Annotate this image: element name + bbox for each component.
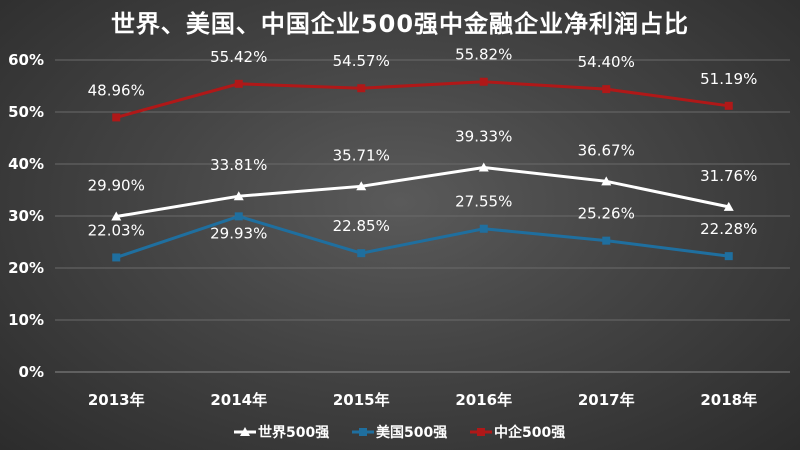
legend-item: 美国500强 <box>352 424 447 441</box>
x-tick-label: 2016年 <box>455 391 512 409</box>
legend-label: 世界500强 <box>258 424 329 441</box>
data-point <box>601 176 612 186</box>
y-tick-label: 60% <box>8 51 44 69</box>
legend-label: 美国500强 <box>376 424 447 441</box>
x-tick-label: 2013年 <box>88 391 145 409</box>
data-point <box>356 181 367 191</box>
series-line <box>115 214 729 259</box>
chart-title: 世界、美国、中国企业500强中金融企业净利润占比 <box>110 10 690 38</box>
series-0 <box>111 162 734 221</box>
data-label: 33.81% <box>210 156 267 174</box>
data-label: 22.03% <box>88 221 145 239</box>
data-label: 22.28% <box>700 220 757 238</box>
data-label: 25.26% <box>578 205 635 223</box>
data-label: 27.55% <box>455 193 512 211</box>
legend-marker <box>359 428 367 436</box>
data-label: 55.82% <box>455 46 512 64</box>
series-2 <box>112 77 733 122</box>
y-tick-label: 0% <box>19 363 44 381</box>
series-line <box>116 165 730 218</box>
data-label: 36.67% <box>578 141 635 159</box>
data-point <box>479 77 488 86</box>
data-point <box>357 84 366 93</box>
y-tick-label: 20% <box>8 259 44 277</box>
legend: 世界500强 美国500强 中企500强 <box>234 424 565 441</box>
data-point <box>479 224 488 233</box>
data-label: 39.33% <box>455 127 512 145</box>
gridlines <box>55 59 790 373</box>
data-point <box>724 101 733 110</box>
x-axis-ticks: 2013年 2014年 2015年 2016年 2017年 2018年 <box>88 391 757 409</box>
data-point <box>723 201 734 211</box>
data-point <box>602 236 611 245</box>
series-line <box>115 80 729 119</box>
data-label: 35.71% <box>333 146 390 164</box>
data-point <box>112 253 121 262</box>
y-tick-label: 30% <box>8 207 44 225</box>
data-point <box>234 212 243 221</box>
data-point <box>234 79 243 88</box>
data-label: 29.90% <box>88 177 145 195</box>
legend-item: 中企500强 <box>470 424 565 441</box>
data-point <box>233 191 244 201</box>
data-point <box>111 211 122 221</box>
x-tick-label: 2017年 <box>578 391 635 409</box>
x-tick-label: 2015年 <box>333 391 390 409</box>
data-point <box>357 249 366 258</box>
data-label: 54.40% <box>578 53 635 71</box>
y-axis-ticks: 0% 10% 20% 30% 40% 50% 60% <box>8 51 44 381</box>
data-point <box>112 113 121 122</box>
data-label: 29.93% <box>210 224 267 242</box>
legend-marker <box>477 428 485 436</box>
y-tick-label: 40% <box>8 155 44 173</box>
data-label: 22.85% <box>333 217 390 235</box>
data-point <box>478 162 489 172</box>
y-tick-label: 10% <box>8 311 44 329</box>
data-label: 51.19% <box>700 70 757 88</box>
legend-item: 世界500强 <box>234 424 329 441</box>
data-labels: 29.90% 33.81% 35.71% 39.33% 36.67% 31.76% 22.0… <box>88 46 758 243</box>
series-lines <box>111 77 734 262</box>
x-tick-label: 2018年 <box>700 391 757 409</box>
data-point <box>724 252 733 261</box>
data-label: 55.42% <box>210 48 267 66</box>
data-point <box>602 85 611 94</box>
legend-marker <box>240 427 250 436</box>
legend-label: 中企500强 <box>494 424 565 441</box>
data-label: 48.96% <box>88 81 145 99</box>
data-label: 54.57% <box>333 52 390 70</box>
series-1 <box>112 212 733 262</box>
x-tick-label: 2014年 <box>210 391 267 409</box>
y-tick-label: 50% <box>8 103 44 121</box>
data-label: 31.76% <box>700 167 757 185</box>
